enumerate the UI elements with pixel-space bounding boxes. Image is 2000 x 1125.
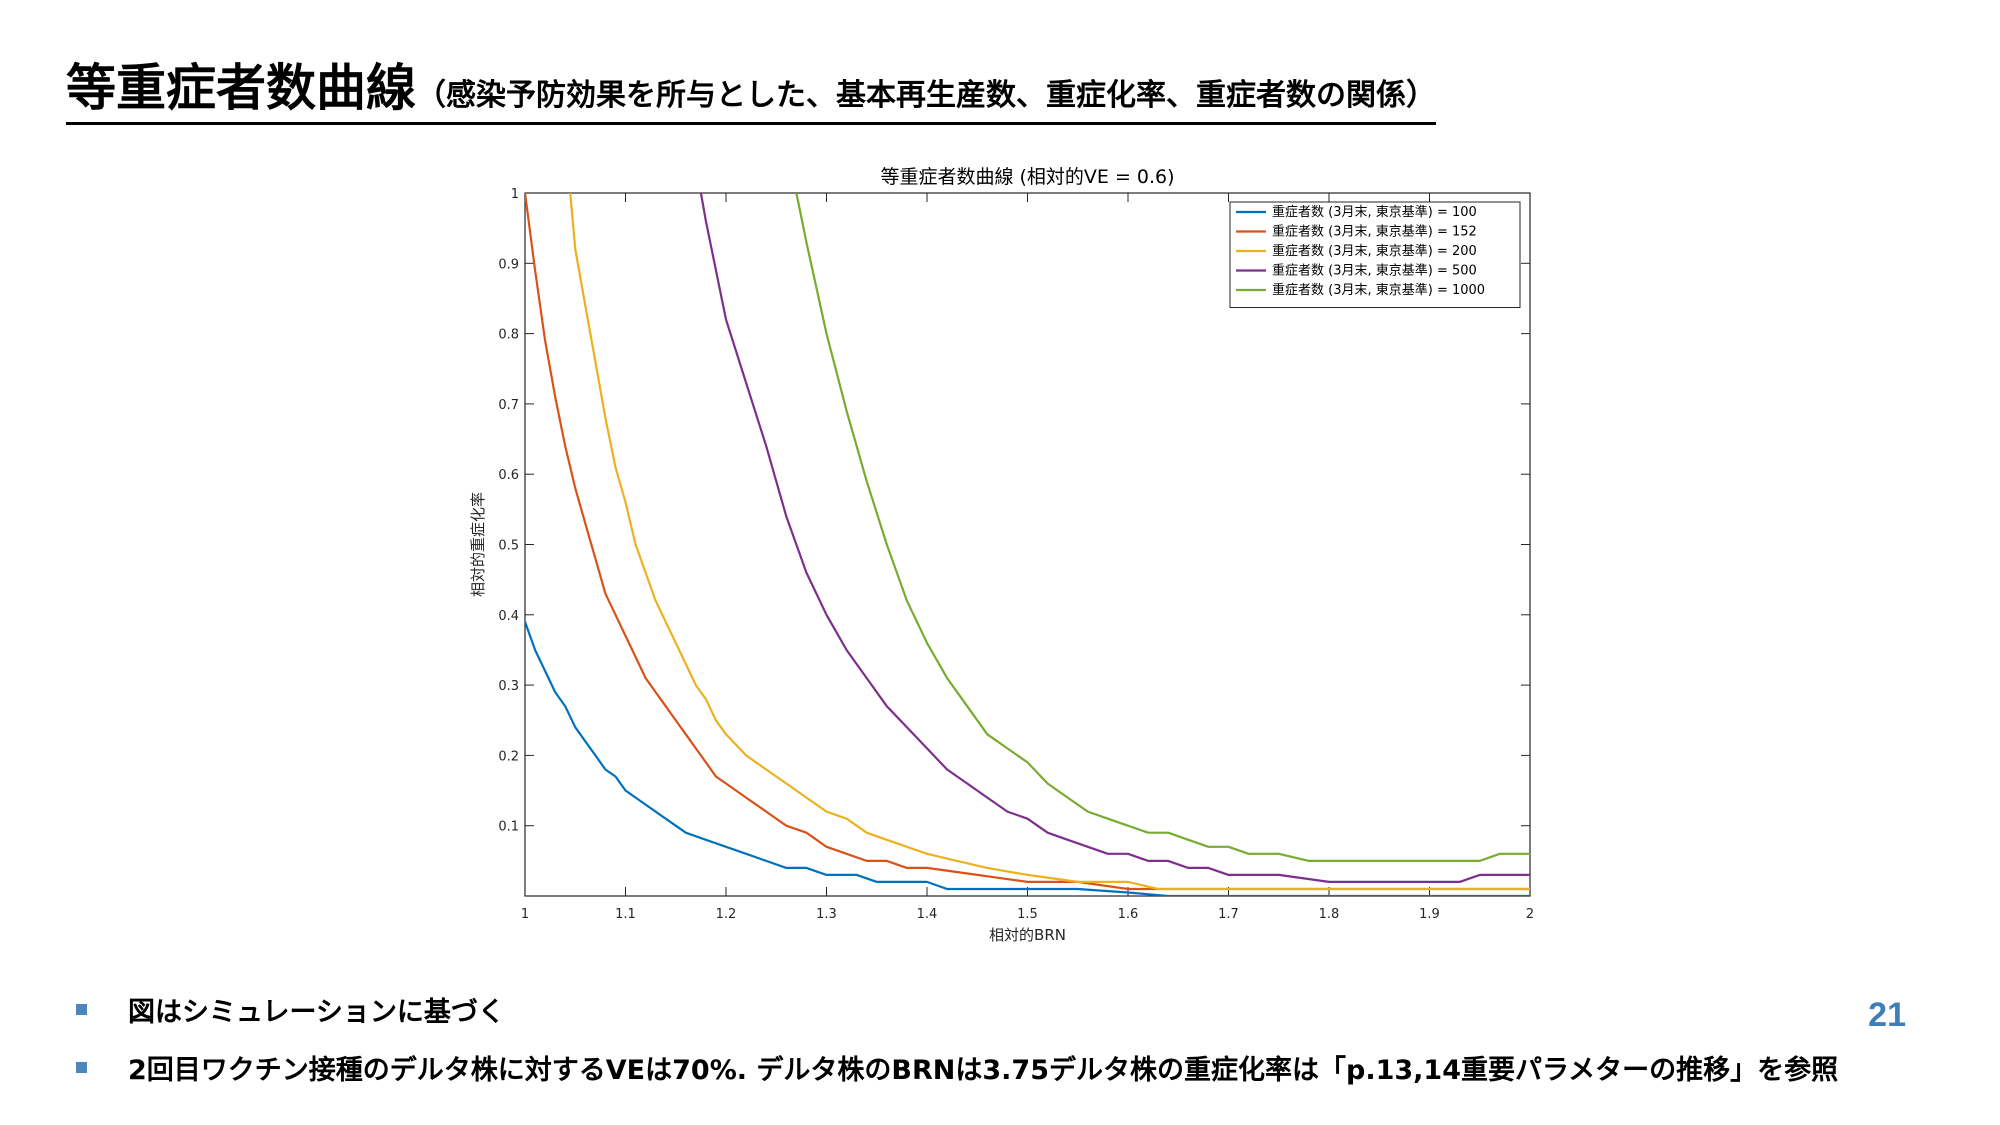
slide-title-sub: （感染予防効果を所与とした、基本再生産数、重症化率、重症者数の関係） xyxy=(416,78,1436,113)
x-tick-label: 1.2 xyxy=(716,907,737,922)
x-tick-label: 1.3 xyxy=(816,907,837,922)
x-tick-label: 1.9 xyxy=(1419,907,1440,922)
y-axis-label: 相対的重症化率 xyxy=(469,492,487,597)
x-tick-label: 2 xyxy=(1526,907,1534,922)
x-tick-label: 1.4 xyxy=(917,907,938,922)
bullet-text: 図はシミュレーションに基づく xyxy=(128,997,505,1028)
y-tick-label: 1 xyxy=(511,187,519,202)
y-tick-label: 0.6 xyxy=(498,468,519,483)
legend-label-0: 重症者数 (3月末, 東京基準) = 100 xyxy=(1272,204,1477,220)
chart-title: 等重症者数曲線 (相対的VE = 0.6) xyxy=(880,166,1174,188)
x-tick-label: 1.5 xyxy=(1017,907,1038,922)
y-tick-label: 0.4 xyxy=(498,609,519,624)
bullet-marker-icon xyxy=(76,1004,87,1015)
iso-severe-cases-chart: 等重症者数曲線 (相対的VE = 0.6) 1 1.1 1.2 1.3 1.4 1.5 1.6… xyxy=(469,166,1534,944)
y-tick-label: 0.8 xyxy=(498,328,519,343)
slide-title: 等重症者数曲線（感染予防効果を所与とした、基本再生産数、重症化率、重症者数の関係… xyxy=(66,48,1436,125)
y-tick-label: 0.5 xyxy=(498,539,519,554)
plot-area xyxy=(524,192,1531,897)
x-tick-label: 1.6 xyxy=(1118,907,1139,922)
legend-label-4: 重症者数 (3月末, 東京基準) = 1000 xyxy=(1272,282,1485,298)
x-tick-label: 1.8 xyxy=(1319,907,1340,922)
legend-label-1: 重症者数 (3月末, 東京基準) = 152 xyxy=(1272,224,1477,240)
series-line-3 xyxy=(699,193,1530,884)
y-tick-label: 0.9 xyxy=(498,257,519,272)
x-tick-label: 1.1 xyxy=(615,907,636,922)
series-line-1 xyxy=(525,193,1530,891)
y-tick-label: 0.3 xyxy=(498,679,519,694)
y-tick-label: 0.1 xyxy=(498,820,519,835)
x-tick-label: 1 xyxy=(521,907,529,922)
y-tick-label: 0.7 xyxy=(498,398,519,413)
bullet-marker-icon xyxy=(76,1062,87,1073)
series-line-2 xyxy=(569,193,1530,891)
legend-box xyxy=(1229,201,1521,308)
series-line-0 xyxy=(525,621,1530,896)
x-axis-label: 相対的BRN xyxy=(989,926,1066,944)
page-number: 21 xyxy=(1868,996,1906,1034)
slide-title-main: 等重症者数曲線 xyxy=(66,59,416,117)
y-tick-label: 0.2 xyxy=(498,749,519,764)
legend-label-3: 重症者数 (3月末, 東京基準) = 500 xyxy=(1272,263,1477,279)
series-line-4 xyxy=(795,193,1530,863)
bullet-text: 2回目ワクチン接種のデルタ株に対するVEは70%. デルタ株のBRNは3.75デ… xyxy=(128,1055,1839,1086)
legend-label-2: 重症者数 (3月末, 東京基準) = 200 xyxy=(1272,243,1477,259)
x-tick-label: 1.7 xyxy=(1218,907,1239,922)
